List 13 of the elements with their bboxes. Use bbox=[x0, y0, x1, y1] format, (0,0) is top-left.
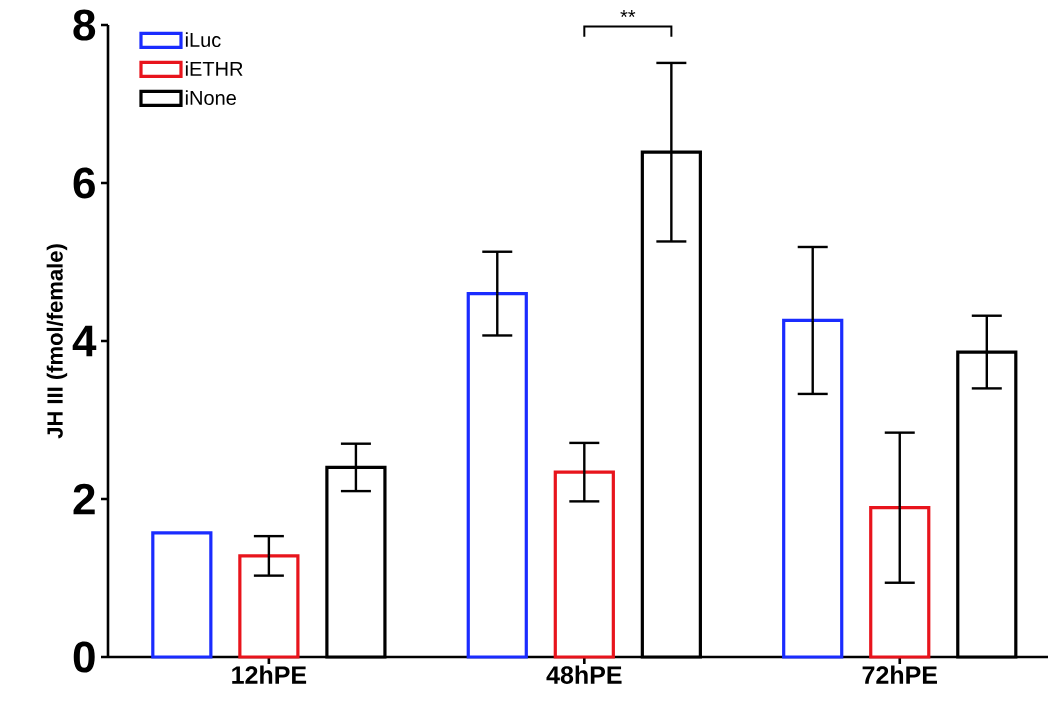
legend-label: iETHR bbox=[185, 61, 243, 76]
x-tick-label: 12hPE bbox=[232, 665, 307, 684]
y-tick-label: 6 bbox=[73, 167, 95, 199]
x-tick-label: 48hPE bbox=[546, 665, 622, 684]
y-tick-label: 8 bbox=[73, 9, 96, 41]
y-tick-label: 2 bbox=[73, 483, 95, 515]
legend-label: iLuc bbox=[185, 32, 221, 48]
text: ** bbox=[620, 10, 636, 18]
y-tick-label: 0 bbox=[73, 641, 95, 673]
y-axis-title: JH III (fmol/female) bbox=[46, 244, 68, 439]
x-tick-label: 72hPE bbox=[862, 665, 937, 684]
legend-label: iNone bbox=[185, 90, 236, 105]
y-tick-label: 4 bbox=[72, 325, 97, 357]
